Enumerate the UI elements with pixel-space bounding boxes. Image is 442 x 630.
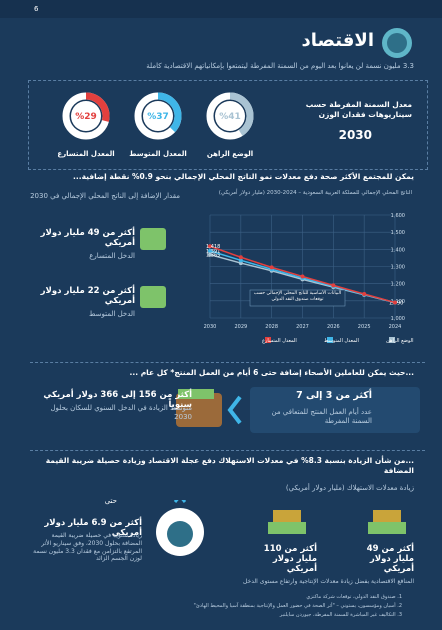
workdays-heading: ...حيث يمكن للعاملين الأصحاء إضافة حتى 6… <box>129 368 414 377</box>
value-label: 1,391 <box>206 249 220 255</box>
series-point <box>362 291 367 296</box>
gdp-item-label: الدخل المتوسط <box>89 310 135 318</box>
value-label: 1,369 <box>206 253 220 259</box>
source: 1. صندوق النقد الدولي، توقعات شركة ماكنز… <box>306 594 402 600</box>
y-tick-label: 1,200 <box>391 282 405 288</box>
series-point <box>238 261 243 266</box>
gdp-item-icon <box>140 228 166 250</box>
ring-value: %41 <box>219 112 241 122</box>
ring-center <box>143 101 173 131</box>
x-tick-label: 2025 <box>358 324 371 330</box>
series-point <box>300 274 305 279</box>
x-tick-label: 2029 <box>234 324 247 330</box>
annotation-box <box>249 289 346 307</box>
legend-label: المعدل المتسارع <box>262 338 297 344</box>
ring-arc <box>62 92 110 140</box>
days-value: أكثر من 3 إلى 7 <box>296 390 372 401</box>
page-number: 6 <box>34 5 39 13</box>
obesity-title: معدل السمنة المفرطة حسب سيناريوهات فقدان… <box>305 100 412 119</box>
y-tick-label: 1,600 <box>391 213 405 219</box>
y-tick-label: 1,000 <box>391 316 405 322</box>
ring-value: %29 <box>75 112 97 122</box>
ring-label: المعدل المتسارع <box>57 150 114 158</box>
series-point <box>269 265 274 270</box>
consumption-item-1: أكثر من 49 مليار دولار أمريكي <box>366 544 414 574</box>
series-point <box>238 258 243 263</box>
consumption-item-2: أكثر من 110 مليار دولار أمريكي <box>263 544 317 574</box>
series-point <box>238 255 243 260</box>
rings: %41 الوضع الراهن %37 المعدل المتوسط %29 المعد… <box>57 92 254 158</box>
vat-value: أكثر من 6.9 مليار دولار أمريكي <box>44 518 142 538</box>
consumption-heading: ...من شأن الزيادة بنسبة 8.3% في معدلات ا… <box>45 456 414 475</box>
consumption-subtitle: زيادة معدلات الاستهلاك (مليار دولار أمري… <box>285 484 414 492</box>
title: الاقتصاد <box>301 30 374 51</box>
gdp-item-value: أكثر من 22 مليار دولار أمريكي <box>40 286 135 306</box>
workdays-shapes <box>176 387 420 433</box>
annotation-wrap: البيانات الأساسية للناتج المحلي الإجمالي… <box>253 291 342 303</box>
source: 2. أسيان ومؤسسون، يستوني – "أثر الصحة في… <box>193 603 402 609</box>
income-label: متوسط الزيادة في الدخل السنوي للسكان بحل… <box>50 404 192 422</box>
chart: 1,000 1,100 1,200 1,300 1,400 1,500 1,600 2024 2… <box>204 213 414 344</box>
series-point <box>208 244 212 249</box>
ring-arc <box>134 92 182 140</box>
x-tick-label: 2026 <box>327 324 340 330</box>
source: 3. التكاليف غير المباشرة للسمنة المفرطة،… <box>279 612 402 618</box>
series-point <box>393 300 397 305</box>
ring-center <box>215 101 245 131</box>
x-tick-label: 2024 <box>389 324 402 330</box>
series-point <box>331 283 336 288</box>
series-point <box>208 248 212 253</box>
title-icon <box>382 28 412 58</box>
gdp-item-icon <box>140 286 166 308</box>
legend-label: الوضع الراهن <box>386 338 414 344</box>
legend-swatch <box>327 337 333 343</box>
y-tick-label: 1,500 <box>391 230 405 236</box>
gdp-heading: يمكن للمجتمع الأكثر صحة دفع معدلات نمو ا… <box>73 172 414 181</box>
obesity-box <box>28 80 428 170</box>
footer-note: المنافع الاقتصادية بفضل زيادة معدلات الإ… <box>242 578 414 585</box>
x-tick-label: 2028 <box>265 324 278 330</box>
consumption-icons <box>156 500 406 556</box>
annotation: البيانات الأساسية للناتج المحلي الإجمالي… <box>253 291 342 303</box>
x-tick-label: 2027 <box>296 324 309 330</box>
ring-value: %37 <box>147 112 169 122</box>
gdp-item-value: أكثر من 49 مليار دولار أمريكي <box>40 228 135 248</box>
ring-label: المعدل المتوسط <box>129 150 187 158</box>
days-label: عدد أيام العمل المنتج للمتعافي من السمنة… <box>271 408 372 426</box>
value-label: 1,418 <box>206 244 220 250</box>
ring-center <box>71 101 101 131</box>
vat-label: زيادة سنوية في حصيلة ضريبة القيمة المضاف… <box>33 532 142 563</box>
obesity-year: 2030 <box>338 128 372 142</box>
ring-label: الوضع الراهن <box>207 150 253 158</box>
top-bar <box>0 0 442 18</box>
y-tick-label: 1,300 <box>391 265 405 271</box>
y-tick-label: 1,100 <box>391 299 405 305</box>
y-tick-label: 1,400 <box>391 247 405 253</box>
gdp-item-label: الدخل المتسارع <box>89 252 135 260</box>
ring-arc <box>206 92 254 140</box>
legend-swatch <box>265 337 271 343</box>
gdp-side-title: مقدار الإضافة إلى الناتج المحلي الإجمالي… <box>30 192 180 200</box>
legend-label: المعدل المتوسط <box>324 338 359 344</box>
x-tick-label: 2030 <box>204 324 217 330</box>
vat-prefix: حتى <box>104 497 117 505</box>
subtitle: 3.3 مليون نسمة لن يعانوا بعد اليوم من ال… <box>146 62 414 70</box>
chart-title: الناتج المحلي الإجمالي للمملكة العربية ا… <box>218 190 412 196</box>
series-point <box>208 252 212 257</box>
legend-swatch <box>389 337 395 343</box>
income-value: أكثر من 156 إلى 366 دولار أمريكي سنوياً <box>43 390 192 410</box>
